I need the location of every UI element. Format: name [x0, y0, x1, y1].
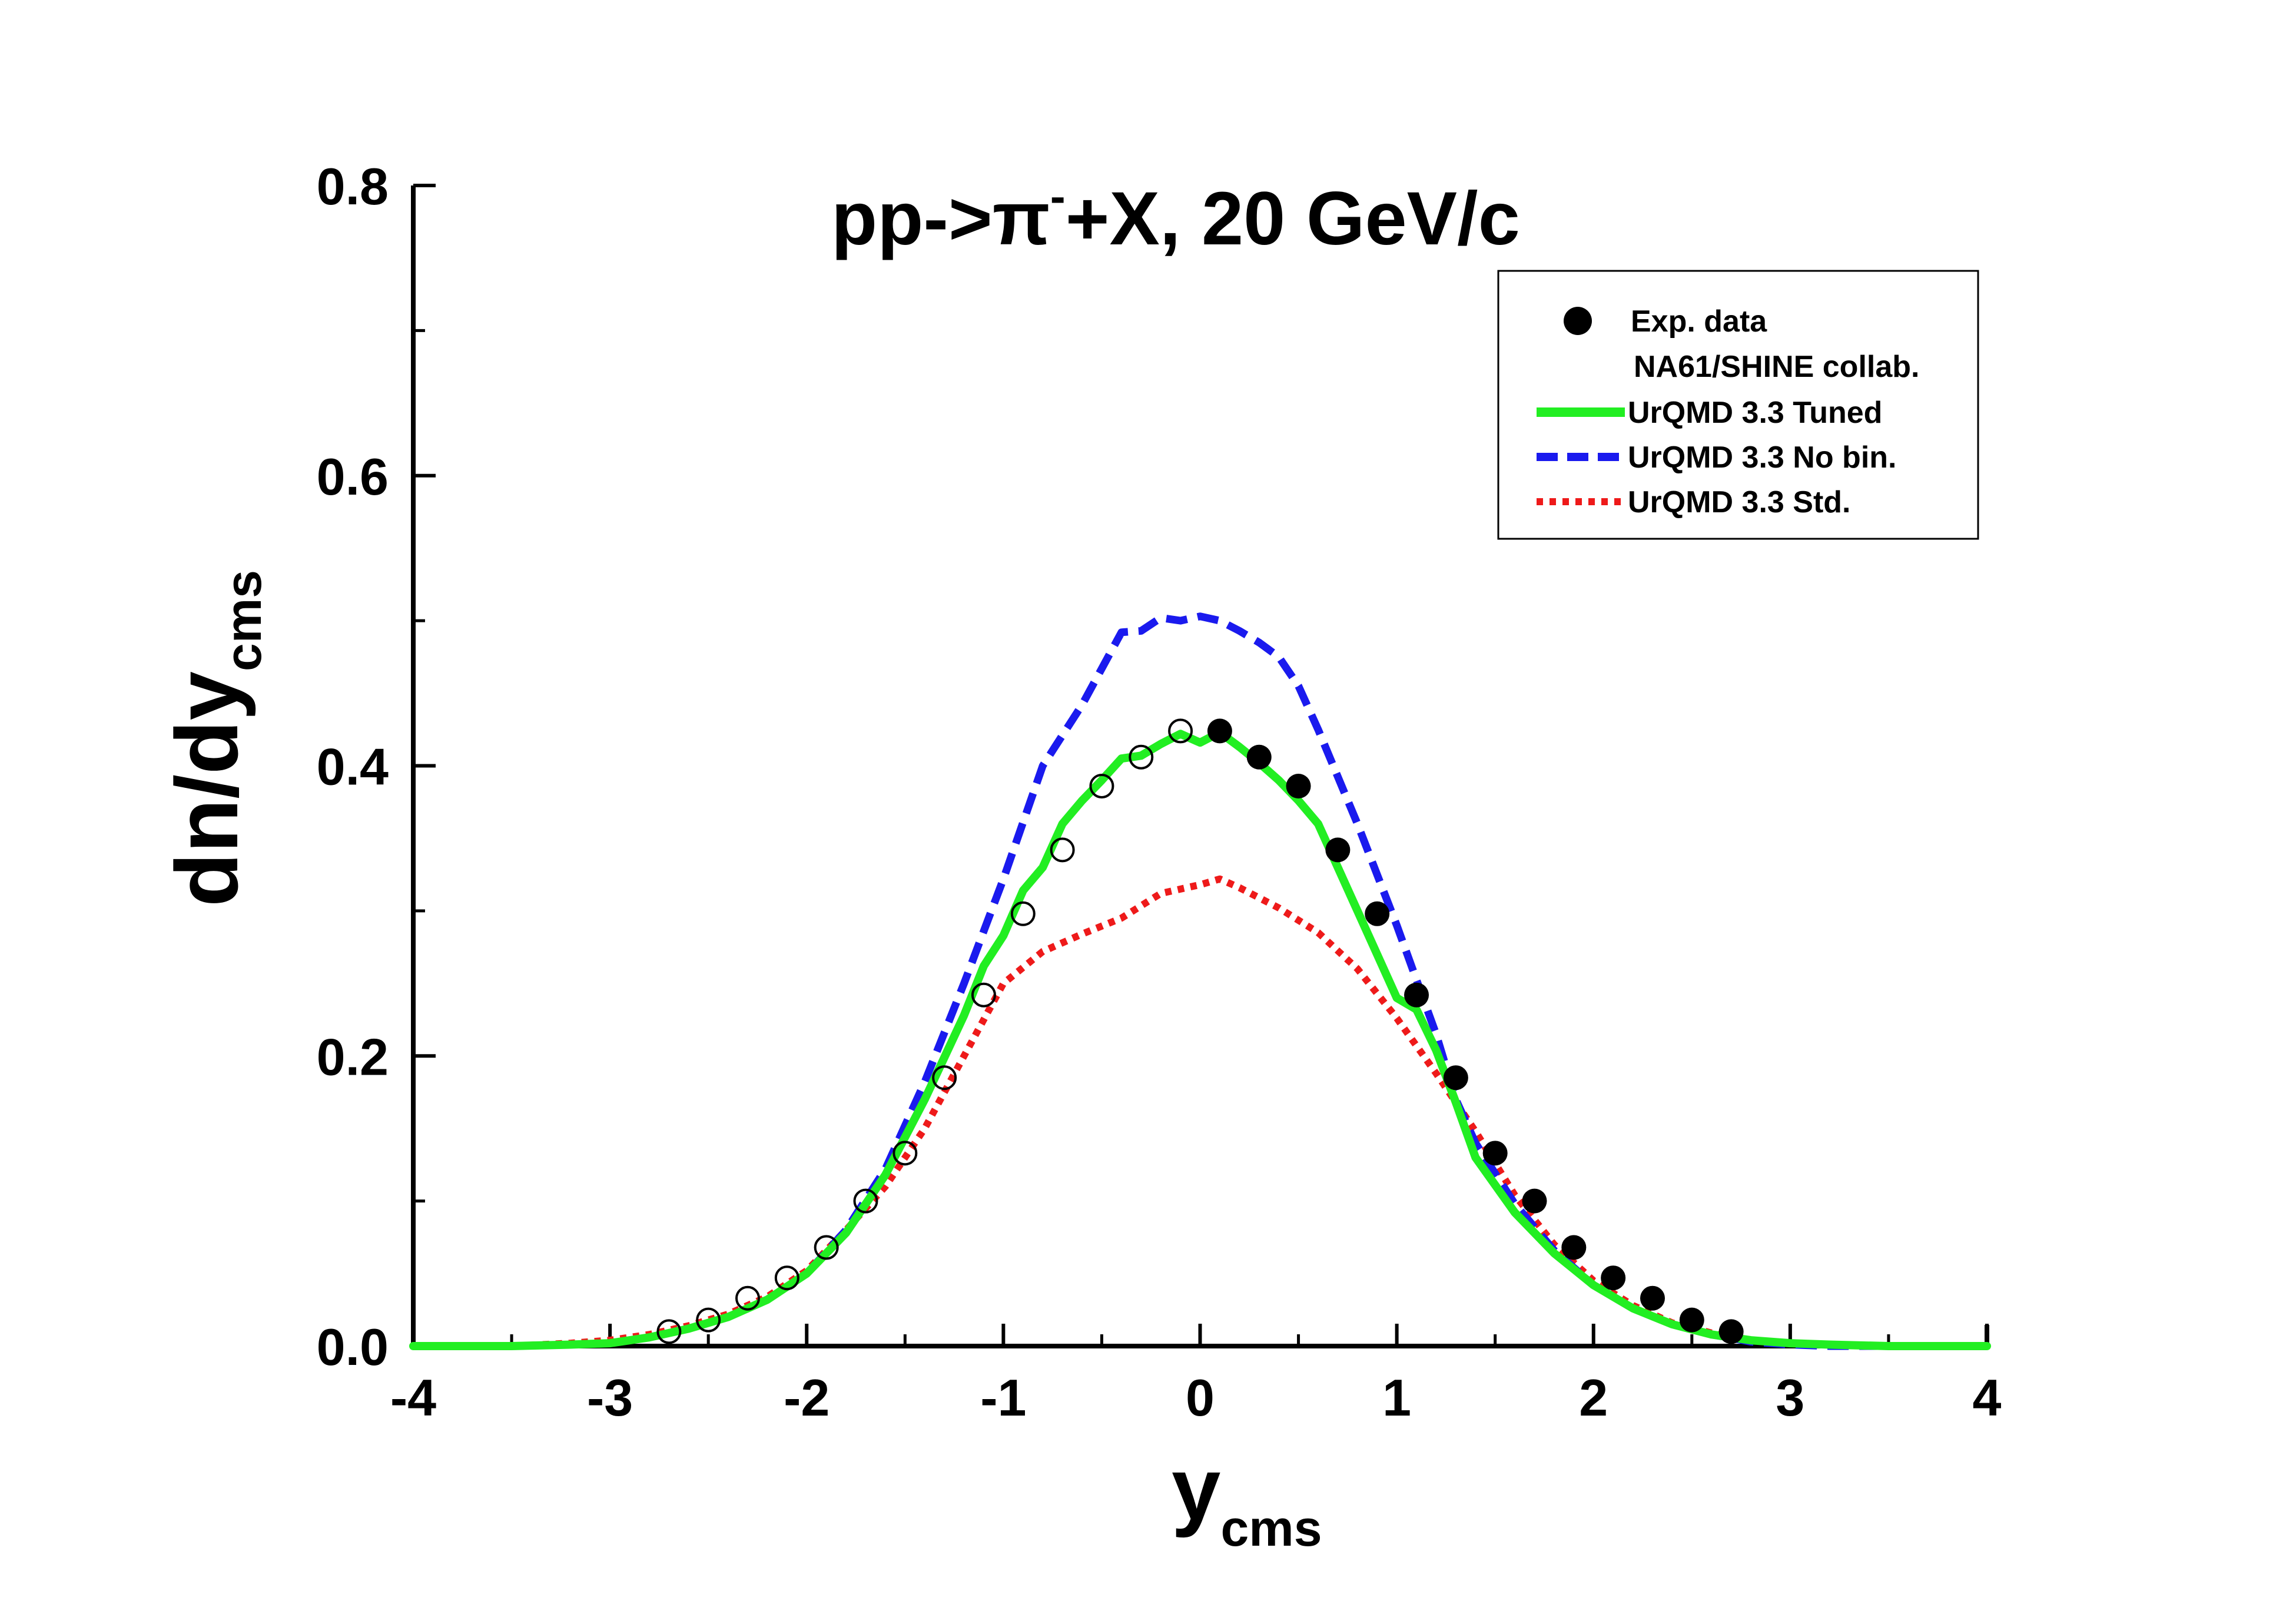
legend-label-exp-sub: NA61/SHINE collab. [1634, 350, 1919, 384]
x-tick-label: 1 [1382, 1368, 1411, 1427]
data-point-filled [1522, 1188, 1547, 1214]
model-curves [409, 612, 1991, 1350]
y-tick-label: 0.0 [317, 1318, 389, 1376]
data-point-open [1010, 901, 1036, 926]
data-point-open [774, 1265, 799, 1291]
data-point-open [971, 982, 996, 1008]
legend-marker-exp [1564, 307, 1592, 335]
series-line-nobin [413, 612, 1987, 1350]
data-point-open [814, 1235, 839, 1260]
x-tick-label: 3 [1776, 1368, 1804, 1427]
data-point-filled [1365, 901, 1390, 926]
data-point-filled [1207, 718, 1232, 744]
tick-labels: -4 -3 -2 -1 0 1 2 3 4 0.0 0.2 0.4 0.6 0.8 [317, 157, 2002, 1427]
y-tick-label: 0.8 [317, 157, 389, 216]
series-line-tuned [409, 728, 1991, 1350]
legend-label-tuned: UrQMD 3.3 Tuned [1628, 396, 1882, 430]
chart-title: pp->π-+X, 20 GeV/c [831, 170, 1520, 261]
y-axis-title-sub: cms [215, 570, 272, 671]
series-line-std [413, 875, 1987, 1350]
data-point-filled [1679, 1307, 1704, 1333]
x-tick-label: -1 [980, 1368, 1026, 1427]
data-points [656, 718, 1744, 1344]
x-axis-title-main: y [1172, 1439, 1220, 1538]
data-point-filled [1404, 982, 1429, 1008]
legend: Exp. data NA61/SHINE collab. UrQMD 3.3 T… [1497, 270, 1979, 540]
data-point-filled [1443, 1065, 1468, 1091]
y-tick-label: 0.4 [317, 738, 389, 796]
y-tick-label: 0.2 [317, 1028, 389, 1086]
data-point-open [1050, 837, 1075, 863]
data-point-filled [1482, 1141, 1508, 1166]
x-tick-label: 0 [1186, 1368, 1215, 1427]
data-point-open [696, 1307, 721, 1333]
data-point-filled [1325, 837, 1351, 863]
x-tick-label: -4 [390, 1368, 436, 1427]
data-point-filled [1561, 1235, 1587, 1260]
data-point-filled [1246, 744, 1272, 770]
data-point-open [735, 1285, 761, 1311]
title-main: pp-> [831, 177, 993, 261]
data-point-open [1129, 744, 1154, 770]
data-point-filled [1718, 1319, 1744, 1344]
y-axis-title-main: dn/dy [157, 671, 256, 907]
legend-label-exp: Exp. data [1631, 304, 1767, 339]
data-point-open [892, 1141, 918, 1166]
x-tick-label: 2 [1579, 1368, 1608, 1427]
y-tick-label: 0.6 [317, 448, 389, 506]
x-axis-title: ycms [1172, 1439, 1322, 1557]
title-particle: π [993, 177, 1050, 261]
data-point-open [932, 1065, 957, 1091]
data-point-open [1168, 718, 1193, 744]
x-axis-title-sub: cms [1220, 1500, 1322, 1557]
title-rest: +X, 20 GeV/c [1066, 177, 1520, 261]
title-charge: - [1050, 170, 1066, 222]
data-point-open [1089, 773, 1114, 798]
data-point-filled [1640, 1285, 1665, 1311]
x-tick-label: -3 [587, 1368, 633, 1427]
data-point-filled [1286, 773, 1311, 798]
x-tick-label: -2 [784, 1368, 830, 1427]
x-tick-label: 4 [1973, 1368, 2002, 1427]
data-point-open [853, 1188, 878, 1214]
data-point-open [656, 1319, 682, 1344]
legend-label-nobin: UrQMD 3.3 No bin. [1628, 440, 1896, 475]
legend-label-std: UrQMD 3.3 Std. [1628, 485, 1851, 519]
data-point-filled [1601, 1265, 1626, 1291]
y-axis-title: dn/dycms [157, 570, 272, 907]
